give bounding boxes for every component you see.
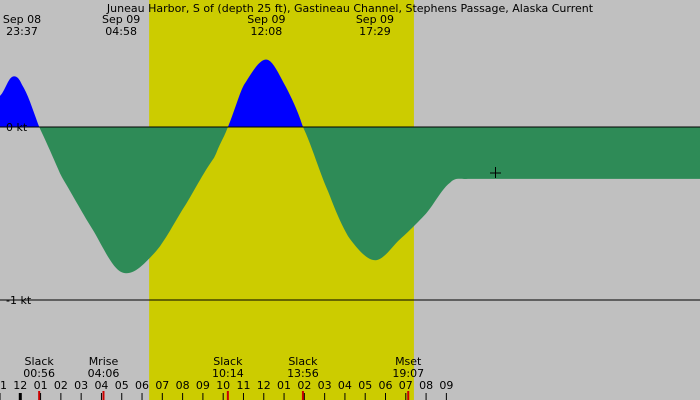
x-tick-label: 06 — [379, 379, 393, 392]
extreme-date-label: Sep 08 — [3, 13, 41, 26]
extreme-time-label: 04:58 — [105, 25, 137, 38]
crosshair-cursor[interactable] — [490, 167, 501, 178]
x-tick-label: 03 — [74, 379, 88, 392]
event-labels: Slack00:56Mrise04:06Slack10:14Slack13:56… — [23, 355, 424, 400]
x-tick-label: 01 — [277, 379, 291, 392]
x-tick-label: 12 — [257, 379, 271, 392]
x-tick-label: 04 — [338, 379, 352, 392]
event-name-label: Slack — [25, 355, 55, 368]
flood-area — [227, 59, 304, 127]
x-tick-label: 01 — [34, 379, 48, 392]
extreme-date-label: Sep 09 — [247, 13, 285, 26]
x-axis: 11 12 01 02 03 04 05 06 07 08 09 10 11 12 01 02 03 04 05 06… — [0, 379, 453, 400]
x-tick-label: 02 — [297, 379, 311, 392]
x-tick-label: 12 — [13, 379, 27, 392]
x-tick-label: 08 — [419, 379, 433, 392]
extreme-date-label: Sep 09 — [102, 13, 140, 26]
event-time-label: 10:14 — [212, 367, 244, 380]
x-tick-label: 07 — [399, 379, 413, 392]
event-name-label: Mset — [395, 355, 422, 368]
x-tick-label: 11 — [236, 379, 250, 392]
x-tick-label: 02 — [54, 379, 68, 392]
event-name-label: Mrise — [89, 355, 119, 368]
y-axis-labels: 0 kt -1 kt — [6, 121, 32, 307]
event-name-label: Slack — [213, 355, 243, 368]
ebb-area — [39, 127, 228, 274]
extreme-time-label: 17:29 — [359, 25, 391, 38]
x-tick-label: 11 — [0, 379, 7, 392]
event-time-label: 04:06 — [88, 367, 120, 380]
y-tick-label: -1 kt — [6, 294, 32, 307]
flood-area — [0, 76, 40, 127]
chart-title: Juneau Harbor, S of (depth 25 ft), Gasti… — [106, 2, 594, 15]
current-areas — [0, 59, 700, 274]
x-tick-label: 07 — [155, 379, 169, 392]
x-tick-label: 08 — [176, 379, 190, 392]
event-time-label: 00:56 — [23, 367, 55, 380]
extreme-time-label: 12:08 — [251, 25, 283, 38]
gridlines — [0, 126, 700, 301]
extreme-date-label: Sep 09 — [356, 13, 394, 26]
event-name-label: Slack — [288, 355, 318, 368]
x-tick-label: 03 — [318, 379, 332, 392]
event-time-label: 19:07 — [392, 367, 424, 380]
x-tick-label: 10 — [216, 379, 230, 392]
ebb-area — [303, 127, 700, 261]
x-tick-label: 04 — [94, 379, 108, 392]
x-tick-label: 09 — [196, 379, 210, 392]
extreme-time-label: 23:37 — [6, 25, 38, 38]
y-tick-label: 0 kt — [6, 121, 28, 134]
x-tick-label: 06 — [135, 379, 149, 392]
x-tick-label: 09 — [439, 379, 453, 392]
x-tick-label: 05 — [358, 379, 372, 392]
event-time-label: 13:56 — [287, 367, 319, 380]
x-tick-label: 05 — [115, 379, 129, 392]
